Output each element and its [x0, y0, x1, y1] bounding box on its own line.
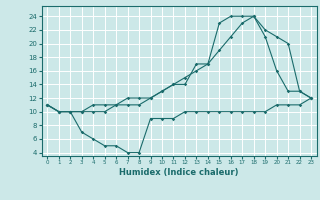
X-axis label: Humidex (Indice chaleur): Humidex (Indice chaleur)	[119, 168, 239, 177]
